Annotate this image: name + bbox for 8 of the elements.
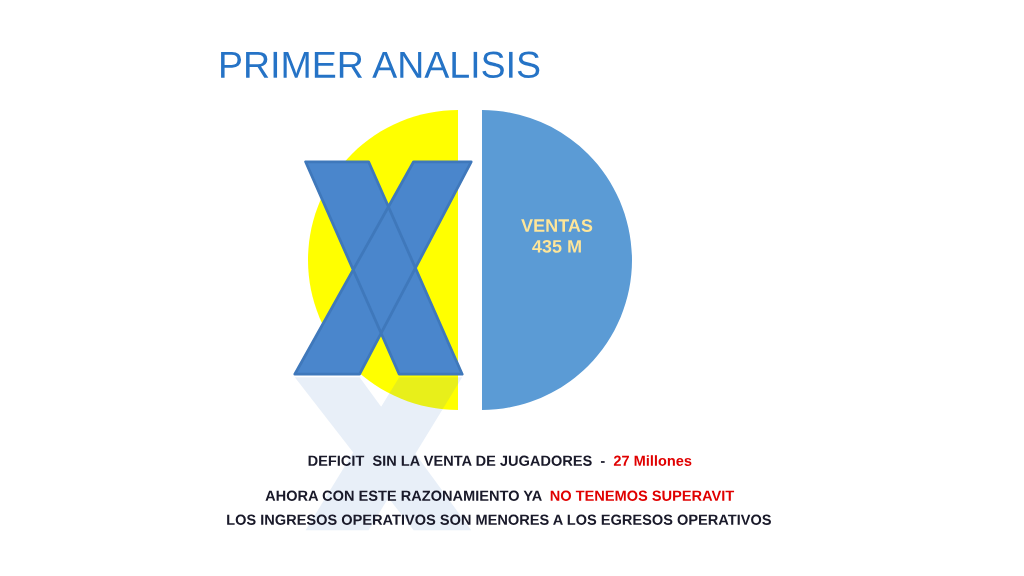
text: AHORA CON ESTE RAZONAMIENTO YA	[265, 490, 542, 501]
text: LOS INGRESOS OPERATIVOS SON MENORES A LOS EGRESOS OPERATIVOS	[227, 514, 771, 525]
chart-title: PRIMER ANALISIS	[221, 51, 540, 79]
data-label: 435 M	[532, 239, 581, 253]
slice-label: VENTAS	[521, 219, 593, 232]
text: NO TENEMOS SUPERAVIT	[550, 490, 735, 501]
text: 27 Millones	[613, 455, 692, 466]
text: DEFICIT SIN LA VENTA DE JUGADORES -	[308, 455, 605, 466]
